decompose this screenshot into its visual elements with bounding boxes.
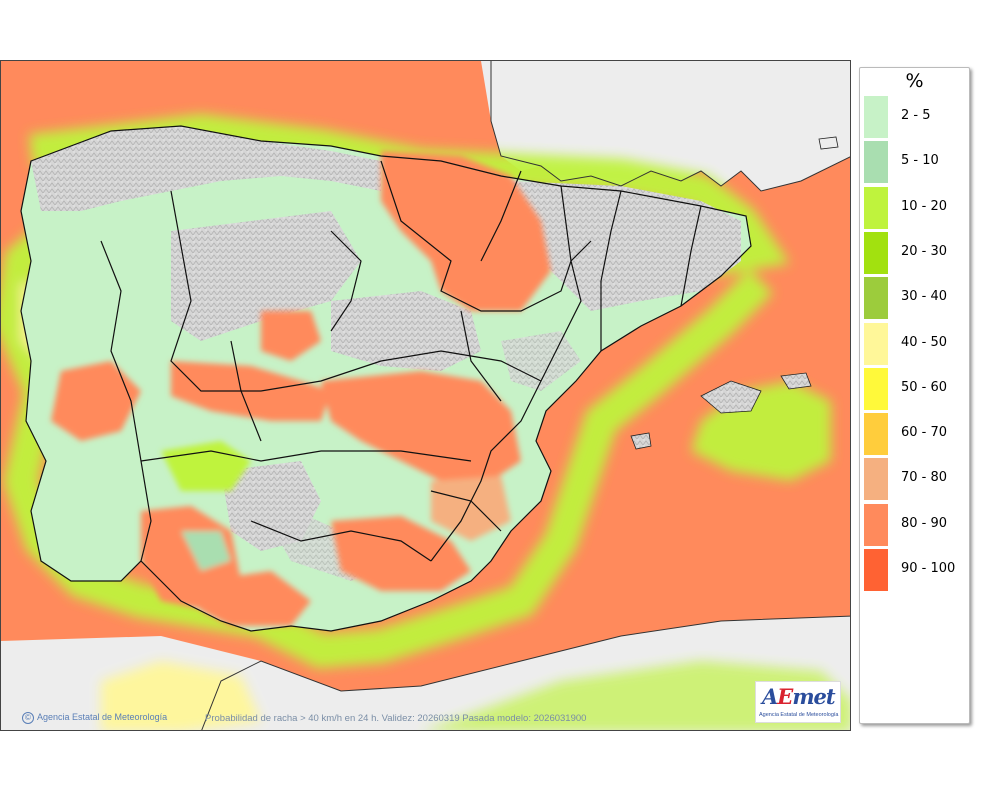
legend-swatch [864, 186, 888, 229]
copyright-text: Agencia Estatal de Meteorología [37, 712, 168, 722]
legend-label: 10 - 20 [901, 198, 948, 214]
legend-label: 60 - 70 [901, 425, 948, 441]
legend-label: 80 - 90 [901, 515, 948, 531]
legend-item: 2 - 5 [864, 96, 964, 138]
legend-swatch [864, 413, 888, 456]
region-borders [20, 125, 752, 632]
legend-swatch [864, 503, 888, 546]
legend-unit: % [905, 70, 924, 92]
legend-label: 5 - 10 [901, 153, 939, 169]
logo-subtitle: Agencia Estatal de Meteorología [759, 712, 839, 718]
legend-item: 40 - 50 [864, 322, 964, 365]
balearic-islands [630, 136, 839, 450]
legend-item: 90 - 100 [864, 549, 964, 591]
probability-map[interactable] [0, 60, 851, 731]
high-prob-areas [51, 151, 551, 626]
legend-item: 10 - 20 [864, 186, 964, 229]
logo-mark: AEmet [762, 684, 836, 709]
map-canvas [1, 61, 850, 730]
legend-item: 80 - 90 [864, 503, 964, 546]
legend-swatch [864, 96, 888, 138]
legend-item: 5 - 10 [864, 141, 964, 184]
copyright-notice[interactable]: © Agencia Estatal de Meteorología [22, 712, 167, 724]
legend-panel: % 2 - 5 5 - 10 10 - 20 20 - 30 30 - 40 40 - 5… [859, 67, 970, 724]
legend-swatch [864, 231, 888, 274]
legend-label: 90 - 100 [901, 561, 956, 576]
legend-swatch [864, 141, 888, 184]
legend-label: 50 - 60 [901, 379, 948, 395]
legend-label: 40 - 50 [901, 334, 948, 350]
legend-item: 30 - 40 [864, 277, 964, 320]
legend-swatch [864, 367, 888, 410]
aemet-logo[interactable]: AEmet Agencia Estatal de Meteorología [755, 681, 841, 723]
foreign-coasts [201, 61, 850, 730]
legend-item: 50 - 60 [864, 367, 964, 410]
copyright-icon: © [22, 712, 34, 724]
legend-item: 70 - 80 [864, 458, 964, 501]
legend-label: 70 - 80 [901, 470, 948, 486]
legend-label: 2 - 5 [901, 108, 931, 123]
legend-label: 20 - 30 [901, 243, 948, 259]
legend-swatch [864, 549, 888, 591]
legend-item: 20 - 30 [864, 231, 964, 274]
legend-swatch [864, 458, 888, 501]
legend-item: 60 - 70 [864, 413, 964, 456]
legend-swatch [864, 277, 888, 320]
map-caption: Probabilidad de racha > 40 km/h en 24 h.… [205, 713, 587, 724]
legend-label: 30 - 40 [901, 289, 948, 305]
legend-swatch [864, 322, 888, 365]
